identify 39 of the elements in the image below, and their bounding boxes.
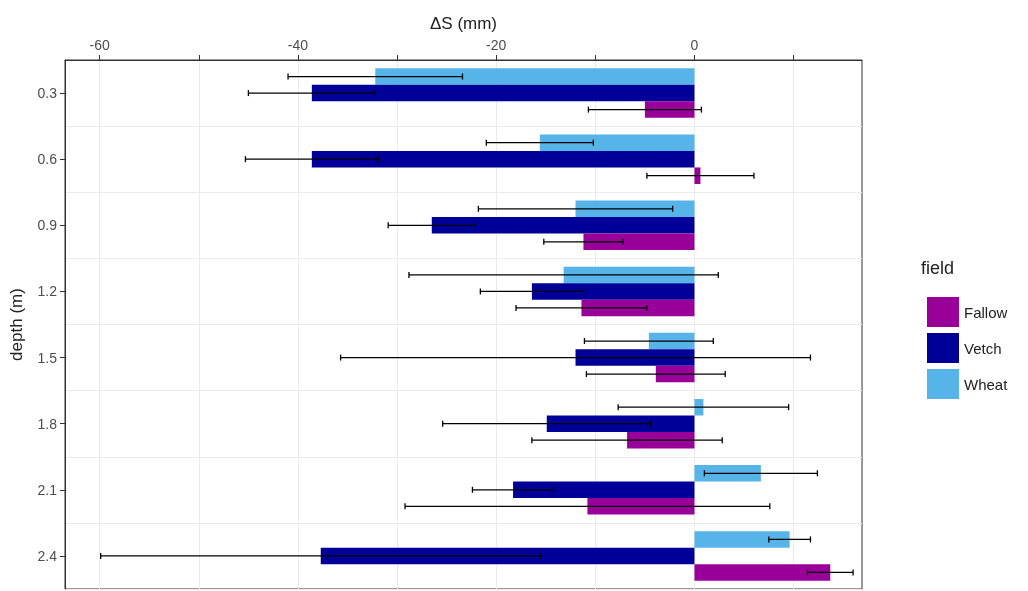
bar [431,217,695,234]
y-tick-label: 1.2 [37,283,58,300]
y-axis-title: depth (m) [7,288,26,361]
legend-title: field [921,258,955,278]
bar [694,398,704,416]
bar [694,531,790,548]
bar [581,299,695,317]
bar [694,167,701,184]
y-tick-label: 2.4 [37,547,58,564]
y-tick-label: 2.1 [37,481,58,498]
bar [531,283,695,300]
bar [694,465,761,482]
bar [583,233,695,251]
bar [375,68,695,85]
bar [311,84,695,102]
bar [644,101,695,118]
bar [311,150,695,168]
y-tick-label: 0.6 [37,151,58,168]
bar [539,134,695,151]
bar [575,200,695,218]
bar [575,349,695,366]
legend-label: Vetch [964,339,1002,357]
bar [320,547,695,565]
y-tick-label: 1.5 [37,349,58,366]
x-axis-title: ΔS (mm) [429,14,498,33]
bar [627,431,695,449]
x-tick-label: -20 [486,37,507,53]
x-tick-label: -40 [287,37,309,53]
bar [587,498,695,515]
y-tick-label: 0.3 [37,85,58,102]
y-tick-label: 1.8 [37,415,58,432]
legend-label: Fallow [964,303,1008,321]
x-tick-label: -60 [89,37,111,53]
x-tick-label: 0 [690,37,699,53]
y-tick-label: 0.9 [37,217,58,234]
bar [513,481,695,499]
bar [546,415,695,432]
legend-label: Wheat [964,375,1009,393]
bar [694,564,831,581]
